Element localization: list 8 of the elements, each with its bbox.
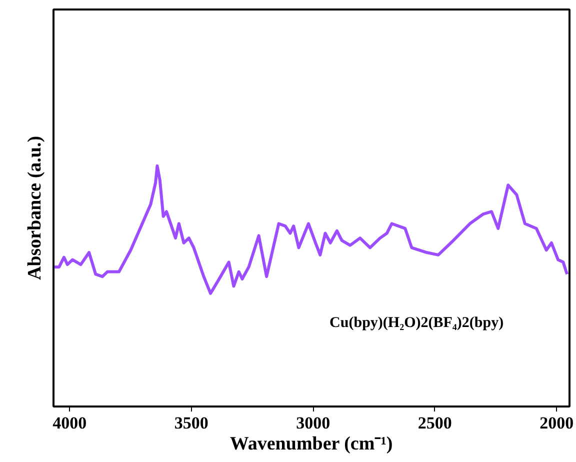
x-tick-label: 2000 [540, 414, 574, 432]
x-axis-title: Wavenumber (cm⁻¹) [230, 434, 393, 454]
annotation: Cu(bpy)(H₂O)2(BF₄)2(bpy) [330, 315, 504, 332]
x-tick-label: 2500 [418, 414, 452, 432]
x-tick-label: 3000 [296, 414, 330, 432]
x-tick-label: 3500 [174, 414, 208, 432]
x-tick-label: 4000 [52, 414, 87, 432]
y-axis-title: Absorbance (a.u.) [24, 136, 46, 280]
